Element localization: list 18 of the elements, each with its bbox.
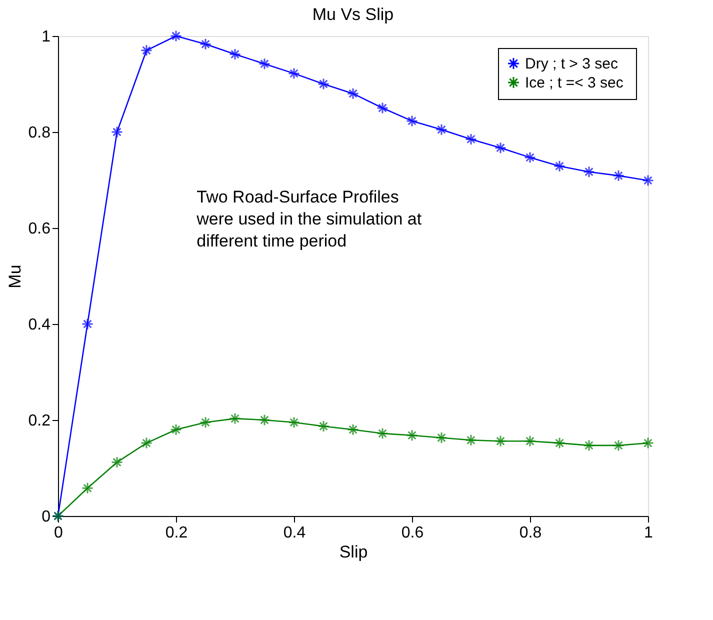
x-tick-label: 0.6 bbox=[401, 524, 424, 542]
y-tick-label: 0.4 bbox=[28, 316, 51, 334]
y-tick-label: 1 bbox=[42, 28, 51, 46]
x-tick-label: 0 bbox=[54, 524, 64, 542]
annotation: Two Road-Surface Profiles were used in the simulation at different time period bbox=[196, 188, 422, 251]
y-tick-label: 0.6 bbox=[28, 220, 51, 238]
legend-label: Dry ; t > 3 sec bbox=[525, 56, 618, 72]
chart-title: Mu Vs Slip bbox=[312, 4, 394, 24]
x-tick-label: 1 bbox=[644, 524, 654, 542]
x-tick-label: 0.8 bbox=[519, 524, 542, 542]
x-axis-title: Slip bbox=[339, 542, 368, 562]
y-tick-label: 0 bbox=[42, 508, 51, 526]
y-axis-title: Mu bbox=[5, 264, 24, 288]
x-tick-label: 0.2 bbox=[165, 524, 188, 542]
x-tick-label: 0.4 bbox=[283, 524, 306, 542]
y-tick-label: 0.8 bbox=[28, 124, 51, 142]
y-tick-label: 0.2 bbox=[28, 412, 51, 430]
legend-label: Ice ; t =< 3 sec bbox=[525, 74, 624, 92]
